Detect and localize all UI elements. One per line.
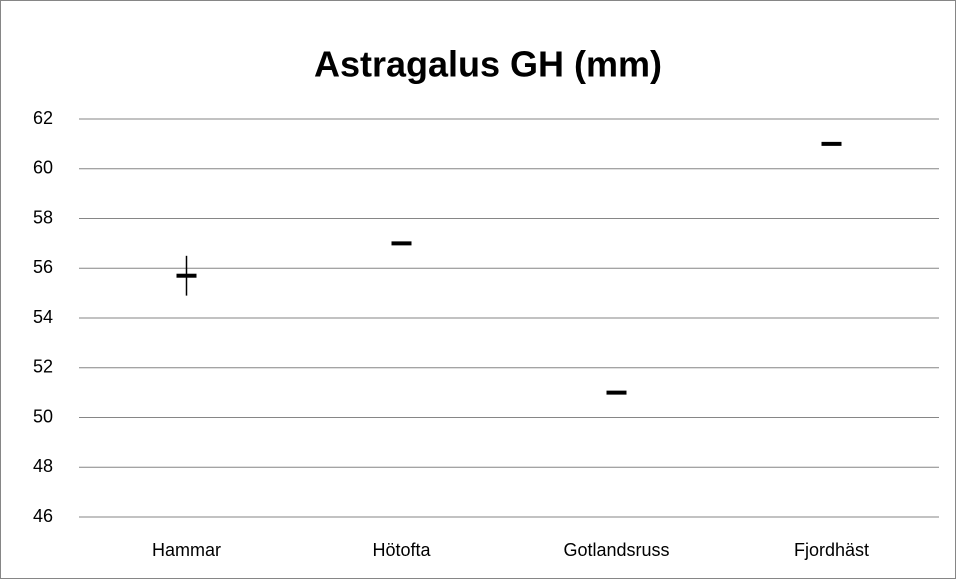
y-tick-label: 62 [33, 108, 53, 128]
close-mark [391, 241, 412, 246]
y-tick-label: 56 [33, 257, 53, 277]
chart-title: Astragalus GH (mm) [314, 44, 662, 85]
x-tick-label: Fjordhäst [794, 540, 869, 560]
y-tick-label: 60 [33, 158, 53, 178]
y-tick-label: 50 [33, 406, 53, 426]
y-tick-label: 48 [33, 456, 53, 476]
y-tick-label: 52 [33, 357, 53, 377]
close-mark [606, 390, 627, 395]
x-tick-label: Hötofta [372, 540, 431, 560]
y-tick-label: 54 [33, 307, 53, 327]
x-tick-label: Hammar [152, 540, 221, 560]
y-tick-label: 46 [33, 506, 53, 526]
x-tick-label: Gotlandsruss [563, 540, 669, 560]
close-mark [821, 141, 842, 146]
y-tick-label: 58 [33, 207, 53, 227]
close-mark [176, 273, 197, 278]
